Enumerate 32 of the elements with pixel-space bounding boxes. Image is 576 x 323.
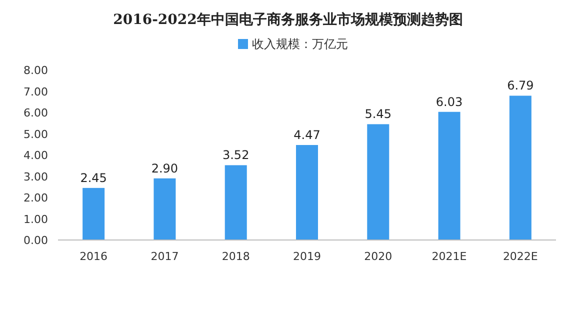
- y-tick-label: 5.00: [24, 128, 48, 141]
- x-tick-label: 2017: [150, 250, 179, 263]
- y-tick-label: 7.00: [24, 85, 48, 98]
- data-label: 5.45: [364, 107, 392, 122]
- data-label: 6.03: [436, 94, 463, 109]
- bar: [367, 124, 390, 240]
- data-label: 6.79: [507, 78, 534, 93]
- bar: [438, 112, 460, 240]
- data-label: 2.90: [151, 161, 178, 176]
- y-tick-label: 1.00: [24, 212, 48, 226]
- y-tick-label: 0.00: [24, 234, 48, 247]
- legend-label: 收入规模：万亿元: [252, 37, 348, 51]
- bar: [82, 188, 105, 240]
- y-tick-label: 3.00: [24, 170, 48, 184]
- chart-title: 2016-2022年中国电子商务服务业市场规模预测趋势图: [113, 11, 463, 28]
- x-tick-label: 2020: [364, 250, 392, 263]
- x-tick-label: 2018: [222, 250, 250, 263]
- x-tick-label: 2016: [80, 250, 108, 263]
- y-tick-label: 8.00: [24, 64, 48, 77]
- y-tick-label: 4.00: [24, 149, 48, 162]
- data-label: 4.47: [294, 128, 320, 142]
- y-tick-label: 2.00: [24, 192, 48, 204]
- y-tick-label: 6.00: [24, 106, 48, 120]
- bar: [154, 178, 176, 240]
- data-label: 2.45: [80, 170, 107, 185]
- bar: [296, 145, 318, 240]
- x-tick-label: 2022E: [502, 250, 538, 263]
- bar: [224, 165, 247, 240]
- data-label: 3.52: [222, 148, 250, 162]
- bar: [509, 96, 532, 240]
- x-tick-label: 2019: [293, 250, 321, 263]
- x-tick-label: 2021E: [432, 250, 467, 263]
